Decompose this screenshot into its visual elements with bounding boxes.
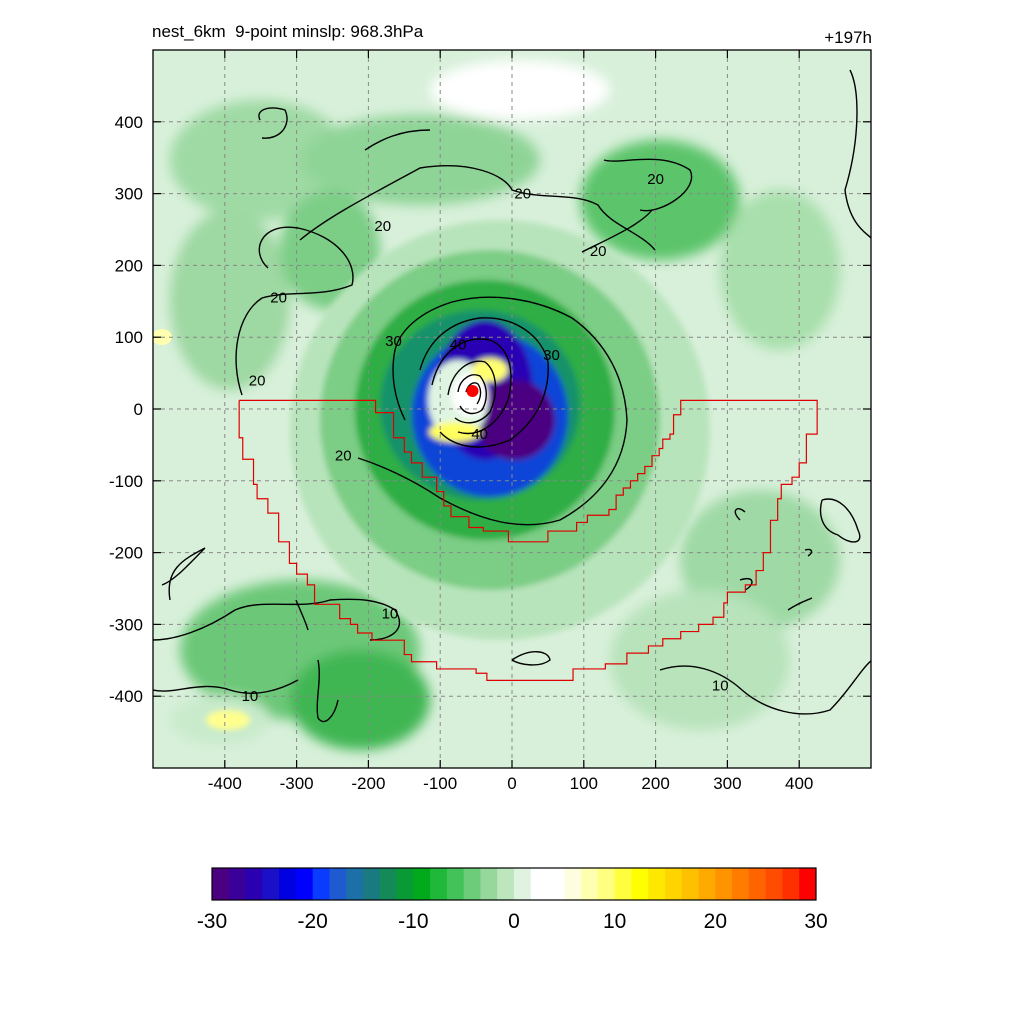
x-tick-label: -200 [351, 774, 385, 793]
contour-label: 10 [242, 688, 259, 705]
colorbar-tick-label: -10 [398, 910, 428, 933]
contour-label: 20 [374, 218, 391, 235]
contour-labels: 20 20 20 20 20 20 20 30 30 40 40 10 10 10 [242, 171, 729, 705]
colorbar-tick-label: 10 [603, 910, 626, 933]
colorbar-swatch [547, 868, 565, 900]
x-axis: -400 -300 -200 -100 0 100 200 300 400 [208, 50, 813, 793]
colorbar-tick-label: -30 [197, 910, 227, 933]
x-tick-label: 300 [713, 774, 741, 793]
colorbar-swatch [782, 868, 800, 900]
colorbar-swatch [463, 868, 481, 900]
contour-label: 10 [382, 606, 399, 623]
colorbar-tick-label: -20 [297, 910, 327, 933]
boundary-line [238, 399, 818, 682]
contour-label: 20 [270, 290, 287, 307]
colorbar-swatch [631, 868, 649, 900]
colorbar-swatch [245, 868, 263, 900]
colorbar-tick-label: 20 [704, 910, 727, 933]
x-tick-label: 200 [641, 774, 669, 793]
contour-label: 40 [471, 426, 488, 443]
x-tick-label: 400 [785, 774, 813, 793]
wind-field-shading [153, 50, 871, 768]
y-tick-label: 200 [115, 256, 143, 275]
colorbar-swatch [379, 868, 398, 900]
contour-label: 30 [385, 333, 402, 350]
y-tick-label: 400 [115, 113, 143, 132]
contour-label: 20 [514, 186, 531, 203]
chart-title: nest_6km 9-point minslp: 968.3hPa [152, 22, 424, 41]
colorbar [211, 867, 817, 901]
x-tick-label: -400 [208, 774, 242, 793]
colorbar-swatch [295, 868, 314, 900]
colorbar-swatch [799, 868, 817, 900]
y-axis: -400 -300 -200 -100 0 100 200 300 400 [109, 113, 871, 706]
colorbar-swatch [497, 868, 515, 900]
x-tick-label: -100 [423, 774, 457, 793]
colorbar-swatch [430, 868, 448, 900]
y-tick-label: -100 [109, 472, 143, 491]
colorbar-swatch [681, 868, 700, 900]
colorbar-swatch [514, 868, 532, 900]
y-tick-label: -200 [109, 544, 143, 563]
y-tick-label: -300 [109, 615, 143, 634]
colorbar-swatch [346, 868, 364, 900]
colorbar-swatch [363, 868, 381, 900]
colorbar-swatch [329, 868, 347, 900]
colorbar-swatch [648, 868, 666, 900]
analysis-region-boundary [238, 399, 818, 682]
colorbar-swatch [413, 868, 431, 900]
colorbar-swatch [228, 868, 247, 900]
colorbar-tick-labels: -30 -20 -10 0 10 20 30 [197, 910, 828, 933]
colorbar-swatch [581, 868, 599, 900]
contour-label: 20 [335, 448, 352, 465]
colorbar-swatch [614, 868, 632, 900]
contour-label: 20 [647, 171, 664, 188]
colorbar-swatch [597, 868, 616, 900]
contour-label: 40 [450, 336, 467, 353]
colorbar-swatch [396, 868, 414, 900]
colorbar-swatch [698, 868, 716, 900]
contour-label: 30 [543, 347, 560, 364]
colorbar-tick-label: 0 [508, 910, 520, 933]
colorbar-swatch [732, 868, 750, 900]
colorbar-tick-label: 30 [804, 910, 827, 933]
colorbar-swatch [312, 868, 330, 900]
colorbar-swatch [530, 868, 549, 900]
colorbar-swatch [665, 868, 683, 900]
colorbar-swatch [715, 868, 733, 900]
colorbar-swatch [748, 868, 767, 900]
storm-center-marker [466, 385, 479, 398]
colorbar-swatch [446, 868, 465, 900]
colorbar-swatch [480, 868, 498, 900]
forecast-hour-label: +197h [824, 28, 872, 47]
x-tick-label: 0 [507, 774, 516, 793]
colorbar-frame [211, 867, 817, 901]
colorbar-swatch [279, 868, 297, 900]
y-tick-label: -400 [109, 687, 143, 706]
contour-lines [153, 69, 871, 723]
x-tick-label: 100 [570, 774, 598, 793]
colorbar-swatch [212, 868, 230, 900]
colorbar-swatch [765, 868, 783, 900]
x-tick-label: -300 [280, 774, 314, 793]
contour-label: 10 [712, 677, 729, 694]
colorbar-swatch [564, 868, 582, 900]
colorbar-swatch [262, 868, 280, 900]
y-tick-label: 300 [115, 185, 143, 204]
y-tick-label: 0 [134, 400, 143, 419]
y-tick-label: 100 [115, 328, 143, 347]
contour-label: 20 [249, 372, 266, 389]
contour-label: 20 [590, 243, 607, 260]
